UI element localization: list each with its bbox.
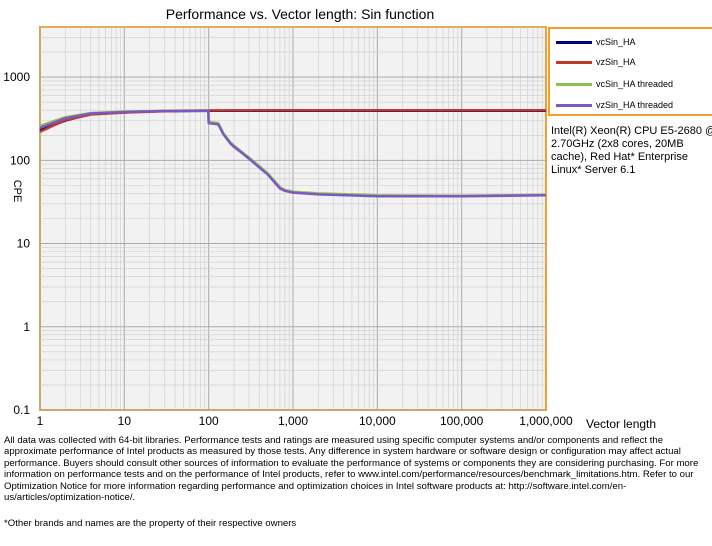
y-tick-label: 0.1 (13, 403, 30, 417)
grid-lines (39, 26, 546, 411)
legend-swatch (556, 40, 592, 44)
footer-disclaimer: All data was collected with 64-bit libra… (4, 435, 699, 504)
y-tick-label: 10 (17, 237, 31, 251)
legend-item: vcSin_HA (556, 35, 636, 49)
cpu-note: Intel(R) Xeon(R) CPU E5-2680 @ 2.70GHz (… (551, 125, 712, 176)
legend-swatch (556, 82, 592, 86)
legend-swatch (556, 60, 592, 64)
legend-label: vcSin_HA (596, 37, 636, 47)
x-tick-label: 1 (37, 414, 44, 428)
y-tick-label: 1 (23, 320, 30, 334)
legend-label: vcSin_HA threaded (596, 79, 674, 89)
legend-item: vzSin_HA threaded (556, 98, 673, 112)
chart-svg: Performance vs. Vector length: Sin funct… (3, 6, 656, 431)
chart-title: Performance vs. Vector length: Sin funct… (166, 6, 434, 22)
series-line-4 (39, 109, 547, 198)
x-tick-label: 1,000 (278, 414, 308, 428)
legend-label: vzSin_HA (596, 57, 636, 67)
legend: vcSin_HA vzSin_HA vcSin_HA threaded vzSi… (548, 27, 712, 116)
legend-swatch (556, 103, 592, 107)
x-axis-label: Vector length (586, 417, 656, 431)
x-tick-label: 10,000 (359, 414, 396, 428)
x-tick-label: 100,000 (440, 414, 484, 428)
series-lines (39, 108, 547, 198)
x-tick-label: 10 (118, 414, 132, 428)
y-tick-label: 1000 (3, 70, 30, 84)
legend-item: vcSin_HA threaded (556, 77, 673, 91)
tick-labels: 1 10 100 1,000 10,000 100,000 1,000,000 0.1 1 10 1… (3, 70, 573, 428)
legend-label: vzSin_HA threaded (596, 100, 674, 110)
x-tick-label: 100 (199, 414, 219, 428)
x-tick-label: 1,000,000 (519, 414, 573, 428)
legend-item: vzSin_HA (556, 55, 636, 69)
footer-trademark-note: *Other brands and names are the property… (4, 518, 297, 529)
y-tick-label: 100 (10, 153, 30, 167)
y-axis-label: CPE (11, 180, 23, 203)
